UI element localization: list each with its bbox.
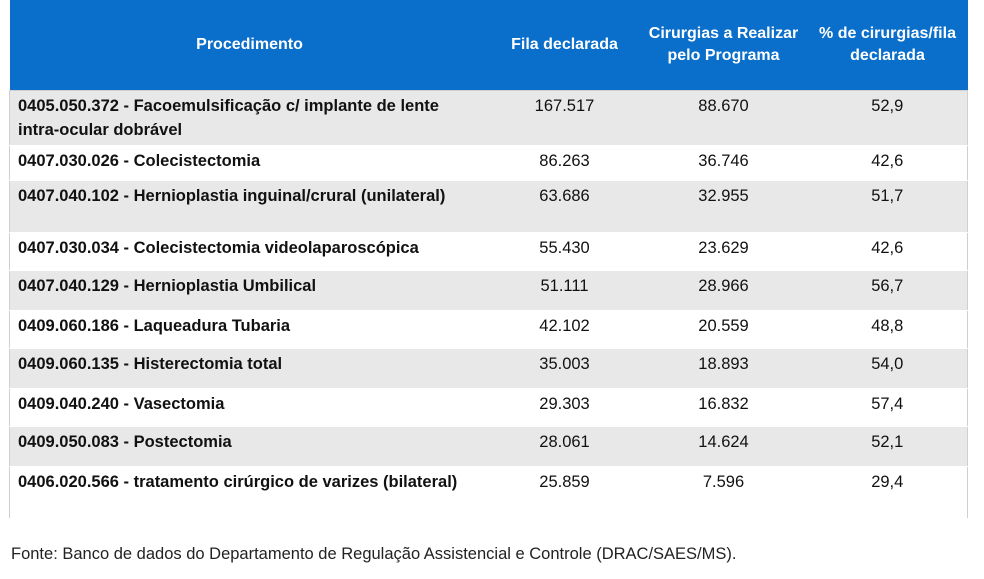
cell-procedure: 0409.050.083 - Postectomia xyxy=(9,426,490,467)
cell-procedure: 0407.040.102 - Hernioplastia inguinal/cr… xyxy=(9,180,490,233)
cell-surgeries: 20.559 xyxy=(639,310,808,349)
cell-surgeries: 7.596 xyxy=(639,466,808,519)
table-row: 0407.040.102 - Hernioplastia inguinal/cr… xyxy=(9,180,968,233)
cell-surgeries: 16.832 xyxy=(639,388,808,427)
procedures-table: Procedimento Fila declarada Cirurgias a … xyxy=(9,0,968,519)
cell-queue: 167.517 xyxy=(489,90,640,146)
table-row: 0409.060.135 - Histerectomia total 35.003… xyxy=(9,348,968,389)
cell-procedure: 0407.040.129 - Hernioplastia Umbilical xyxy=(9,270,490,311)
cell-surgeries: 88.670 xyxy=(639,90,808,146)
header-percent: % de cirurgias/fila declarada xyxy=(807,0,968,90)
cell-queue: 63.686 xyxy=(489,180,640,233)
cell-surgeries: 32.955 xyxy=(639,180,808,233)
table-row: 0406.020.566 - tratamento cirúrgico de v… xyxy=(9,466,968,519)
cell-percent: 42,6 xyxy=(807,232,968,271)
procedures-table-container: Procedimento Fila declarada Cirurgias a … xyxy=(9,0,968,519)
cell-percent: 48,8 xyxy=(807,310,968,349)
source-text: Banco de dados do Departamento de Regula… xyxy=(57,545,737,563)
header-queue: Fila declarada xyxy=(489,0,640,90)
table-row: 0405.050.372 - Facoemulsificação c/ impl… xyxy=(9,90,968,146)
table-header: Procedimento Fila declarada Cirurgias a … xyxy=(9,0,968,90)
cell-surgeries: 36.746 xyxy=(639,145,808,181)
cell-queue: 42.102 xyxy=(489,310,640,349)
source-note: Fonte: Banco de dados do Departamento de… xyxy=(11,545,736,564)
source-label: Fonte: xyxy=(11,545,58,563)
cell-queue: 25.859 xyxy=(489,466,640,519)
cell-procedure: 0409.060.135 - Histerectomia total xyxy=(9,348,490,389)
cell-surgeries: 28.966 xyxy=(639,270,808,311)
table-row: 0409.050.083 - Postectomia 28.061 14.624 52… xyxy=(9,426,968,467)
cell-percent: 42,6 xyxy=(807,145,968,181)
table-row: 0407.030.026 - Colecistectomia 86.263 36.7… xyxy=(9,145,968,181)
cell-percent: 54,0 xyxy=(807,348,968,389)
cell-procedure: 0406.020.566 - tratamento cirúrgico de v… xyxy=(9,466,490,519)
cell-percent: 52,1 xyxy=(807,426,968,467)
cell-surgeries: 23.629 xyxy=(639,232,808,271)
cell-procedure: 0409.060.186 - Laqueadura Tubaria xyxy=(9,310,490,349)
cell-percent: 52,9 xyxy=(807,90,968,146)
cell-queue: 29.303 xyxy=(489,388,640,427)
cell-percent: 51,7 xyxy=(807,180,968,233)
cell-percent: 57,4 xyxy=(807,388,968,427)
header-surgeries: Cirurgias a Realizar pelo Programa xyxy=(639,0,808,90)
cell-procedure: 0407.030.034 - Colecistectomia videolapa… xyxy=(9,232,490,271)
cell-surgeries: 18.893 xyxy=(639,348,808,389)
cell-queue: 86.263 xyxy=(489,145,640,181)
cell-queue: 51.111 xyxy=(489,270,640,311)
header-procedure: Procedimento xyxy=(9,0,490,90)
table-row: 0409.040.240 - Vasectomia 29.303 16.832 57,… xyxy=(9,388,968,427)
cell-percent: 56,7 xyxy=(807,270,968,311)
cell-queue: 55.430 xyxy=(489,232,640,271)
table-body: 0405.050.372 - Facoemulsificação c/ impl… xyxy=(9,90,968,519)
cell-queue: 28.061 xyxy=(489,426,640,467)
table-row: 0409.060.186 - Laqueadura Tubaria 42.102 2… xyxy=(9,310,968,349)
table-row: 0407.040.129 - Hernioplastia Umbilical 51… xyxy=(9,270,968,311)
cell-percent: 29,4 xyxy=(807,466,968,519)
cell-surgeries: 14.624 xyxy=(639,426,808,467)
cell-procedure: 0405.050.372 - Facoemulsificação c/ impl… xyxy=(9,90,490,146)
cell-queue: 35.003 xyxy=(489,348,640,389)
cell-procedure: 0409.040.240 - Vasectomia xyxy=(9,388,490,427)
table-row: 0407.030.034 - Colecistectomia videolapa… xyxy=(9,232,968,271)
cell-procedure: 0407.030.026 - Colecistectomia xyxy=(9,145,490,181)
